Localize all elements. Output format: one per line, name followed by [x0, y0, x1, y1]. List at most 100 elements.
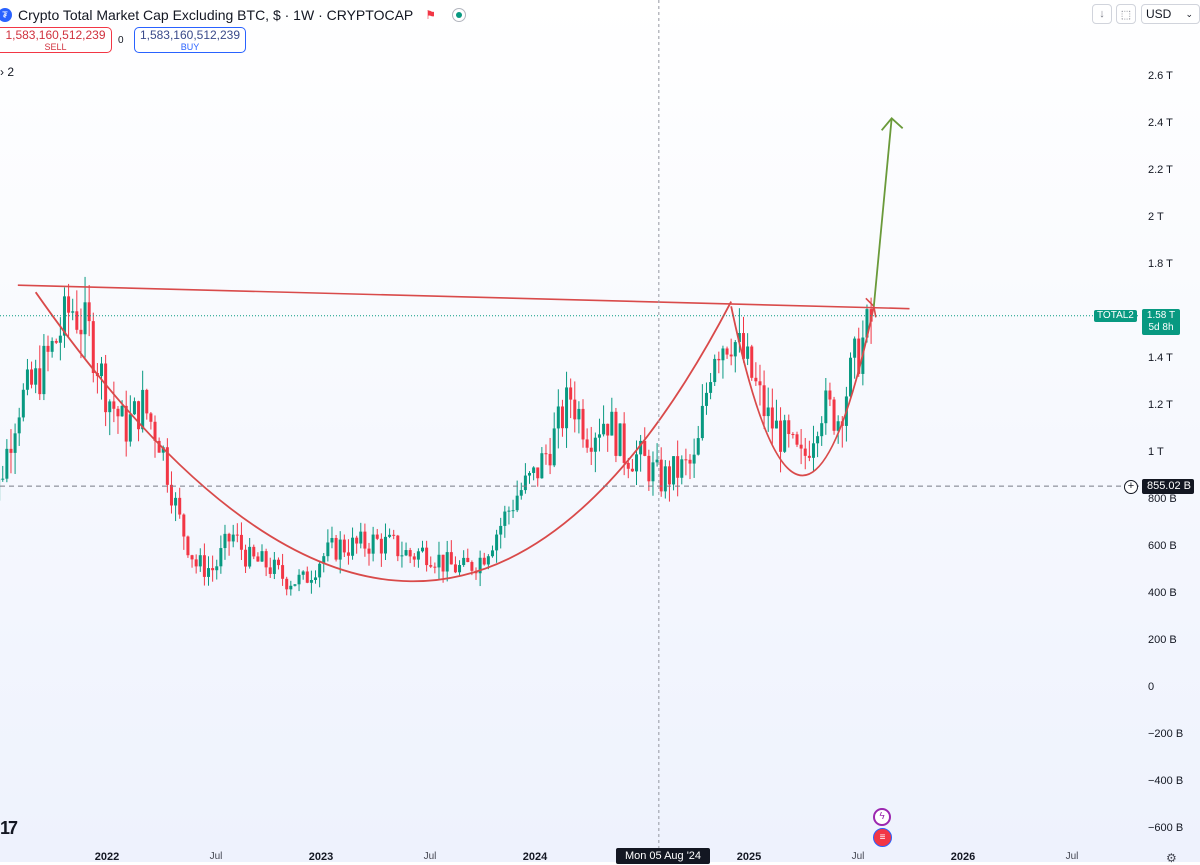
- resistance-line[interactable]: [18, 285, 910, 309]
- target-arrow-line[interactable]: [874, 118, 892, 306]
- candle-body: [763, 385, 766, 416]
- candle-body: [582, 409, 585, 440]
- candle-body: [273, 560, 276, 574]
- candle-body: [610, 412, 613, 436]
- candle-body: [285, 579, 288, 590]
- candle-body: [409, 550, 412, 556]
- download-icon[interactable]: ↓: [1092, 4, 1112, 24]
- candle-body: [450, 552, 453, 564]
- candle-body: [108, 401, 111, 412]
- candle-body: [507, 511, 510, 512]
- spread-value: 0: [118, 35, 124, 46]
- candle-body: [553, 428, 556, 465]
- candle-body: [499, 526, 502, 535]
- candle-body: [425, 548, 428, 565]
- candle-body: [491, 550, 494, 556]
- candle-body: [754, 378, 757, 381]
- candle-body: [549, 454, 552, 465]
- price-tick-label: 1 T: [1148, 446, 1164, 458]
- candle-body: [236, 535, 239, 536]
- buy-price: 1,583,160,512,239: [135, 29, 245, 41]
- candle-body: [536, 467, 539, 478]
- time-tick-label: 2022: [95, 851, 119, 863]
- candle-body: [121, 406, 124, 416]
- candle-body: [261, 551, 264, 561]
- buy-button[interactable]: 1,583,160,512,239 BUY: [134, 27, 246, 53]
- add-alert-icon[interactable]: +: [1124, 480, 1138, 494]
- crosshair: [0, 0, 1140, 848]
- price-tick-label: −200 B: [1148, 728, 1183, 740]
- candle-body: [437, 555, 440, 568]
- price-chart[interactable]: [0, 0, 1140, 848]
- gear-icon[interactable]: ⚙: [1166, 851, 1177, 865]
- chart-title: Crypto Total Market Cap Excluding BTC, $…: [18, 7, 413, 23]
- cup-curve[interactable]: [36, 292, 732, 581]
- candle-body: [18, 417, 21, 433]
- candle-body: [726, 348, 729, 354]
- camera-icon[interactable]: ⬚: [1116, 4, 1136, 24]
- candle-body: [145, 390, 148, 413]
- indicator-count: 2: [7, 65, 14, 79]
- candle-body: [532, 467, 535, 473]
- candle-body: [771, 407, 774, 428]
- candle-body: [697, 438, 700, 455]
- candle-body: [75, 311, 78, 330]
- last-price-value: 1.58 T: [1142, 310, 1180, 322]
- candle-body: [112, 401, 115, 408]
- tradingview-logo[interactable]: 17: [0, 818, 16, 839]
- candle-body: [746, 346, 749, 358]
- candle-body: [717, 359, 720, 360]
- candle-body: [800, 445, 803, 449]
- indicator-toggle[interactable]: › 2: [0, 65, 14, 79]
- candle-body: [335, 538, 338, 560]
- candle-body: [92, 321, 95, 373]
- candle-body: [51, 341, 54, 352]
- candle-body: [721, 348, 724, 360]
- candle-body: [516, 496, 519, 511]
- candle-body: [540, 453, 543, 478]
- time-tick-label: 2025: [737, 851, 761, 863]
- candle-body: [693, 455, 696, 464]
- candle-body: [384, 537, 387, 554]
- candle-body: [487, 556, 490, 564]
- time-tick-label: Jul: [210, 851, 223, 862]
- candle-body: [256, 556, 259, 561]
- candle-body: [343, 540, 346, 553]
- candle-body: [191, 555, 194, 559]
- candle-body: [178, 498, 181, 515]
- candle-body: [495, 535, 498, 551]
- candle-body: [417, 551, 420, 559]
- candle-body: [265, 551, 268, 567]
- candle-body: [779, 421, 782, 452]
- candle-body: [750, 346, 753, 377]
- candle-body: [59, 336, 62, 343]
- lightning-icon[interactable]: ϟ: [873, 808, 891, 826]
- time-tick-label: 2024: [523, 851, 547, 863]
- flag-icon[interactable]: ⚑: [425, 8, 436, 22]
- candle-body: [186, 537, 189, 556]
- candle-body: [647, 456, 650, 481]
- us-flag-icon[interactable]: ≡: [873, 828, 892, 847]
- candle-body: [47, 346, 50, 352]
- time-tick-label: 2026: [951, 851, 975, 863]
- candle-body: [462, 558, 465, 565]
- candle-body: [660, 460, 663, 492]
- price-tick-label: 600 B: [1148, 540, 1177, 552]
- candle-body: [503, 512, 506, 526]
- candle-body: [281, 565, 284, 579]
- sell-button[interactable]: 1,583,160,512,239 SELL: [0, 27, 112, 53]
- candle-body: [137, 401, 140, 429]
- candle-body: [339, 540, 342, 560]
- candle-body: [88, 302, 91, 321]
- candle-body: [565, 387, 568, 428]
- handle-curve[interactable]: [731, 306, 874, 475]
- candle-body: [228, 534, 231, 542]
- candle-body: [79, 330, 82, 334]
- sell-price: 1,583,160,512,239: [0, 29, 111, 41]
- market-status-icon[interactable]: [452, 8, 466, 22]
- chevron-right-icon: ›: [0, 65, 4, 79]
- candle-body: [421, 548, 424, 552]
- currency-select[interactable]: USD ⌄: [1141, 4, 1200, 24]
- candle-body: [326, 542, 329, 556]
- candle-body: [767, 407, 770, 416]
